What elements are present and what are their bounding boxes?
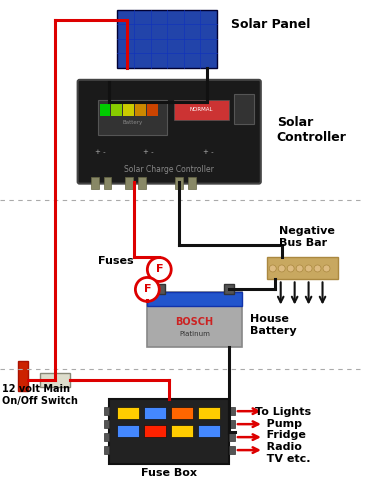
Bar	[112, 104, 123, 116]
Bar	[144, 425, 166, 437]
Text: To Lights
   Pump
   Fridge
   Radio
   TV etc.: To Lights Pump Fridge Radio TV etc.	[255, 407, 311, 464]
Circle shape	[314, 265, 321, 272]
Circle shape	[296, 265, 303, 272]
Bar	[109, 399, 229, 464]
Text: + -: + -	[203, 149, 216, 155]
Bar	[117, 10, 217, 68]
Text: Solar
Controller: Solar Controller	[277, 116, 347, 144]
Bar	[224, 285, 234, 294]
Text: Platinum: Platinum	[179, 331, 210, 337]
Text: Negative
Bus Bar: Negative Bus Bar	[279, 226, 335, 248]
Circle shape	[147, 257, 171, 281]
Bar	[229, 446, 235, 454]
Bar	[174, 100, 229, 120]
Text: Solar Charge Controller: Solar Charge Controller	[124, 165, 214, 174]
Bar	[104, 177, 112, 189]
Bar	[155, 285, 165, 294]
Text: + -: + -	[143, 149, 156, 155]
Bar	[229, 420, 235, 428]
Bar	[104, 433, 109, 441]
Text: Fuses: Fuses	[98, 256, 133, 266]
Bar	[18, 361, 28, 391]
Text: NORMAL: NORMAL	[189, 107, 213, 112]
Text: Solar Panel: Solar Panel	[231, 18, 310, 32]
Bar	[171, 407, 193, 419]
Bar	[98, 100, 167, 135]
Bar	[198, 407, 220, 419]
Text: + -: + -	[95, 149, 108, 155]
Bar	[117, 407, 139, 419]
Bar	[171, 425, 193, 437]
Text: F: F	[143, 285, 151, 294]
Bar	[135, 104, 146, 116]
Bar	[40, 373, 70, 387]
Bar	[126, 177, 133, 189]
Text: Battery: Battery	[122, 120, 142, 125]
Bar	[104, 420, 109, 428]
Text: Fuse Box: Fuse Box	[141, 468, 197, 478]
Circle shape	[269, 265, 276, 272]
Bar	[188, 177, 196, 189]
Bar	[104, 446, 109, 454]
Bar	[90, 177, 98, 189]
Circle shape	[305, 265, 312, 272]
Text: House
Battery: House Battery	[250, 314, 296, 336]
Bar	[100, 104, 111, 116]
Circle shape	[278, 265, 285, 272]
Circle shape	[135, 277, 159, 301]
FancyBboxPatch shape	[78, 80, 261, 184]
Bar	[117, 425, 139, 437]
Bar	[147, 292, 242, 348]
Bar	[198, 425, 220, 437]
Circle shape	[287, 265, 294, 272]
Bar	[104, 407, 109, 415]
Bar	[144, 407, 166, 419]
Bar	[147, 292, 242, 306]
Text: BOSCH: BOSCH	[176, 317, 214, 327]
Bar	[175, 177, 183, 189]
Bar	[229, 407, 235, 415]
Text: 12 volt Main
On/Off Switch: 12 volt Main On/Off Switch	[2, 384, 78, 406]
Bar	[234, 94, 254, 124]
Bar	[147, 104, 158, 116]
Bar	[229, 433, 235, 441]
Bar	[138, 177, 146, 189]
Text: F: F	[156, 264, 163, 275]
Bar	[123, 104, 134, 116]
Circle shape	[323, 265, 330, 272]
Bar	[267, 257, 339, 279]
